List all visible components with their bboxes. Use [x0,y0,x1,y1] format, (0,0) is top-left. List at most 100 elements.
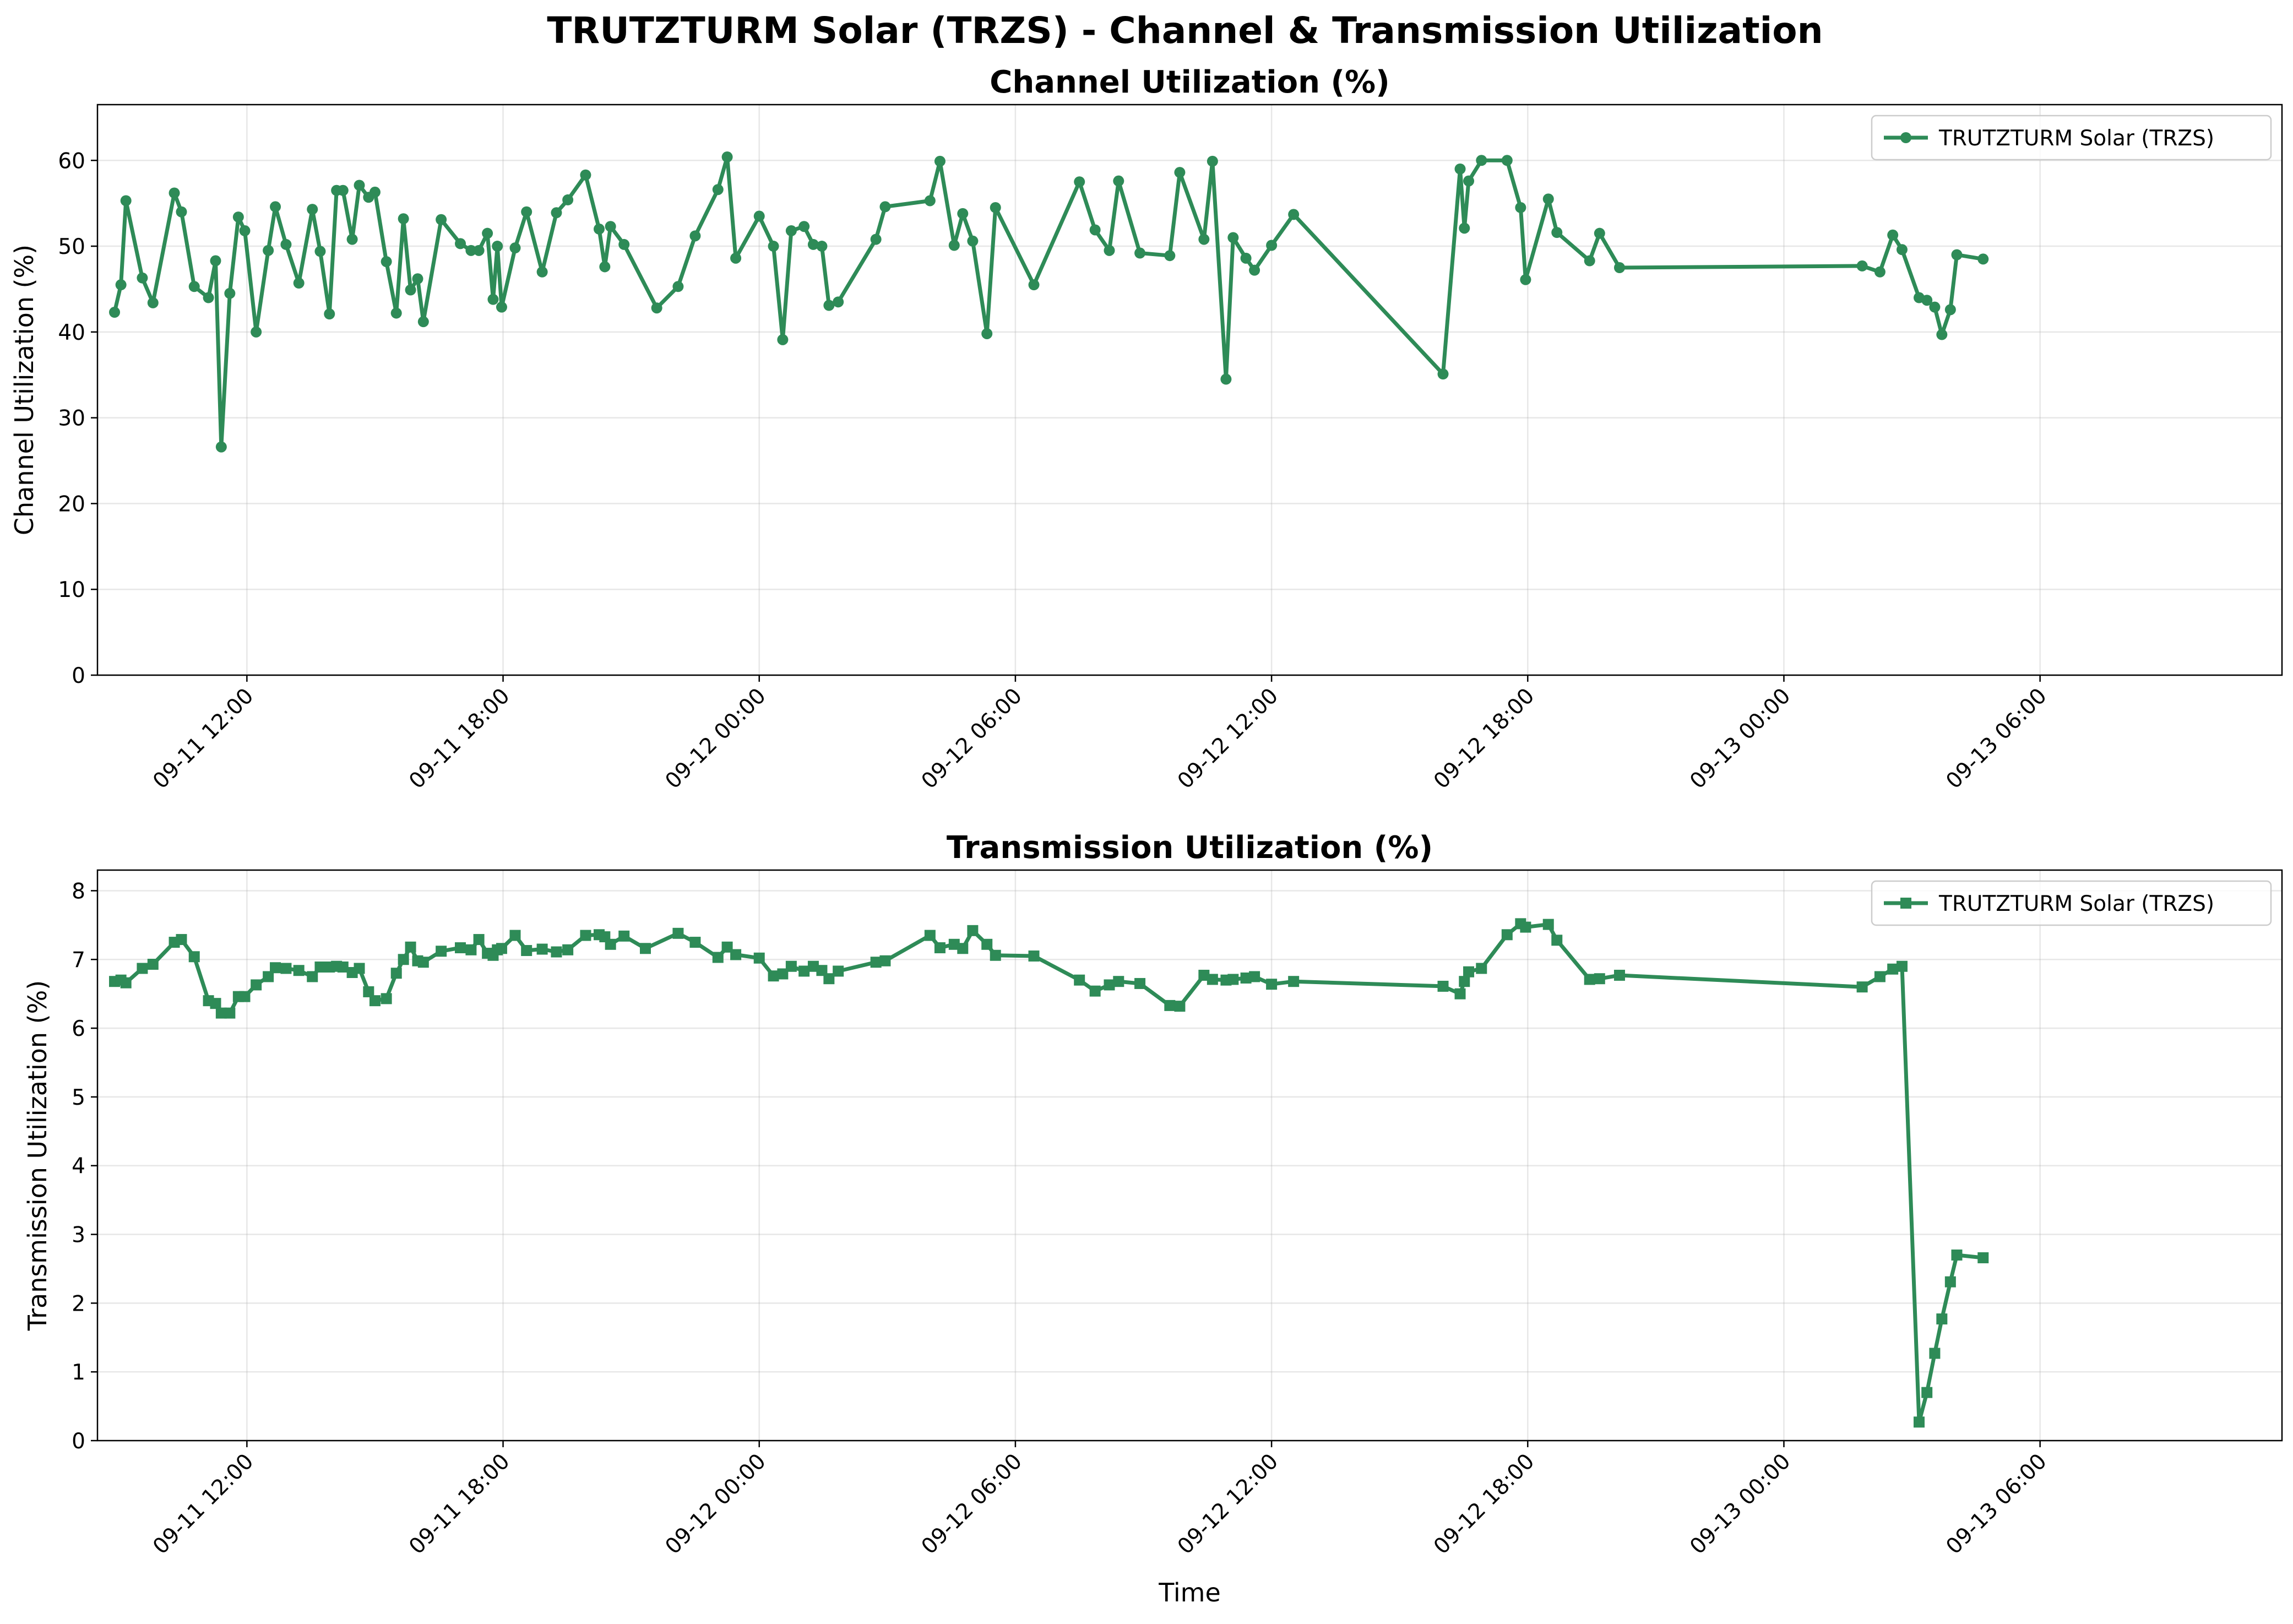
transmission-y-axis-label: Transmission Utilization (%) [23,980,52,1332]
data-point [777,968,789,980]
data-point [580,930,591,941]
data-point [390,307,402,319]
data-point [948,938,960,950]
data-point [210,998,221,1009]
data-point [363,986,374,997]
data-point [605,221,616,232]
data-point [398,954,409,965]
data-point [785,225,797,237]
data-point [465,944,477,955]
data-point [1028,279,1040,291]
data-point [599,261,611,273]
data-point [536,943,548,955]
data-point [639,943,651,954]
data-point [176,934,187,946]
y-tick-label: 3 [72,1223,85,1248]
data-point [381,256,392,268]
data-point [721,151,733,163]
data-point [1459,976,1470,987]
data-point [551,946,562,958]
data-point [721,941,733,953]
data-point [1028,950,1040,962]
data-point [337,961,349,973]
y-tick-label: 8 [72,879,85,904]
data-point [1856,981,1868,993]
data-point [509,930,521,941]
data-point [1921,295,1933,306]
data-point [562,944,574,955]
data-point [1134,977,1146,989]
data-point [1220,373,1232,385]
y-tick-label: 60 [58,149,85,173]
data-point [473,934,485,946]
data-point [1951,249,1963,260]
data-point [169,187,180,199]
data-point [120,977,132,988]
data-point [1613,969,1625,981]
data-point [823,973,835,985]
data-point [1896,244,1908,256]
y-tick-label: 1 [72,1360,85,1385]
data-point [1520,921,1531,933]
plot-frame [96,869,2283,1442]
data-point [1613,262,1625,273]
data-point [689,937,701,948]
data-point [263,971,274,982]
data-point [1594,227,1605,239]
figure-title: TRUTZTURM Solar (TRZS) - Channel & Trans… [547,9,1823,52]
data-point [482,227,493,239]
data-point [280,963,292,974]
data-point [381,993,392,1004]
data-point [251,979,262,991]
data-point [618,930,630,942]
data-point [270,201,281,213]
data-point [1164,1000,1176,1011]
data-point [712,952,724,963]
data-point [924,195,936,207]
data-point [1227,974,1239,985]
data-point [176,206,187,218]
data-point [1266,240,1278,251]
data-point [147,959,159,970]
data-point [833,965,844,977]
data-point [981,938,993,950]
data-point [1454,988,1466,1000]
data-point [730,949,742,960]
data-point [1501,155,1513,166]
data-point [436,946,447,957]
data-point [768,241,779,252]
data-point [1501,929,1513,941]
y-tick-label: 0 [72,664,85,688]
data-point [1207,974,1218,985]
data-point [405,284,416,296]
data-point [280,238,292,250]
data-point [618,238,630,250]
data-point [354,180,365,191]
data-point [1240,972,1252,984]
legend-label: TRUTZTURM Solar (TRZS) [1938,892,2214,916]
data-point [1515,202,1526,213]
data-point [1198,233,1210,245]
data-point [1240,252,1252,264]
data-point [879,201,891,213]
legend-box [1871,880,2272,926]
data-point [1227,232,1239,243]
data-point [1929,301,1941,313]
transmission-chart-title: Transmission Utilization (%) [947,830,1433,866]
data-point [398,213,409,225]
data-point [562,194,574,205]
data-point [465,245,477,256]
legend-box [1871,115,2272,161]
legend-label: TRUTZTURM Solar (TRZS) [1938,126,2214,151]
data-point [473,245,485,256]
data-point [1113,175,1124,187]
plot-frame [96,104,2283,676]
data-point [798,965,810,977]
data-point [314,961,326,973]
data-point [1463,175,1475,187]
data-point [314,246,326,257]
data-point [307,204,318,215]
data-point [239,225,251,237]
